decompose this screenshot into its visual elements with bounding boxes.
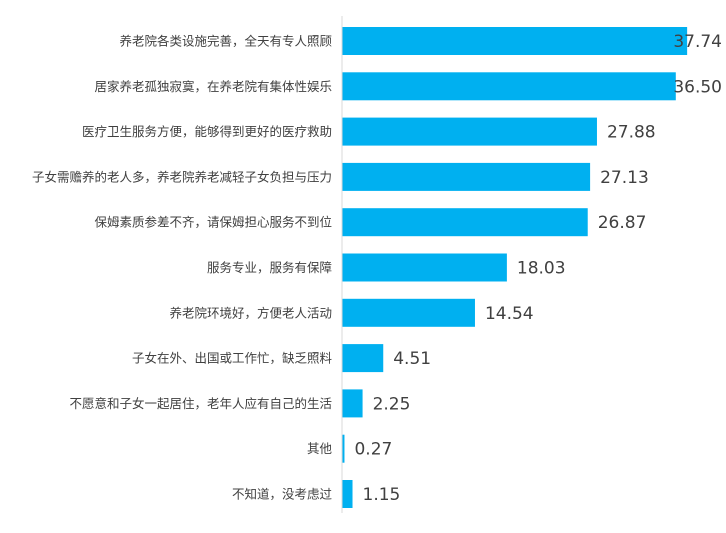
category-label: 居家养老孤独寂寞，在养老院有集体性娱乐 [94,79,332,94]
value-label: 37.74 [673,32,722,52]
category-label: 保姆素质参差不齐，请保姆担心服务不到位 [94,215,332,230]
category-label: 子女在外、出国或工作忙，缺乏照料 [132,351,333,366]
value-label: 36.50 [673,77,722,97]
value-label: 18.03 [517,259,566,279]
bar [342,253,507,282]
bar [342,344,384,373]
category-labels-group: 养老院各类设施完善，全天有专人照顾居家养老孤独寂寞，在养老院有集体性娱乐医疗卫生… [32,34,333,502]
value-label: 27.13 [600,168,649,188]
value-labels-group: 37.74 36.50 27.88 27.13 26.87 18.03 14.54 4.51 2… [354,32,722,505]
category-label: 不愿意和子女一起居住，老年人应有自己的生活 [69,396,332,411]
bar [342,208,588,237]
bar [342,298,475,327]
value-label: 14.54 [485,304,534,324]
bar [342,72,676,101]
category-label: 其他 [307,441,333,456]
category-label: 子女需赡养的老人多，养老院养老减轻子女负担与压力 [32,169,332,184]
category-label: 医疗卫生服务方便，能够得到更好的医疗救助 [82,124,332,139]
bars-group [342,27,688,508]
bar [342,434,345,463]
category-label: 不知道，没考虑过 [232,487,333,502]
value-label: 4.51 [393,349,431,369]
value-label: 1.15 [363,485,401,505]
value-label: 27.88 [607,123,656,143]
bar [342,480,353,508]
bar [342,389,363,418]
value-label: 0.27 [354,440,392,460]
value-label: 26.87 [598,213,647,233]
bar [342,162,591,191]
bar [342,117,597,146]
category-label: 养老院环境好，方便老人活动 [169,305,332,320]
category-label: 服务专业，服务有保障 [207,260,332,275]
bar [342,27,688,55]
category-label: 养老院各类设施完善，全天有专人照顾 [119,34,332,49]
value-label: 2.25 [373,394,411,414]
